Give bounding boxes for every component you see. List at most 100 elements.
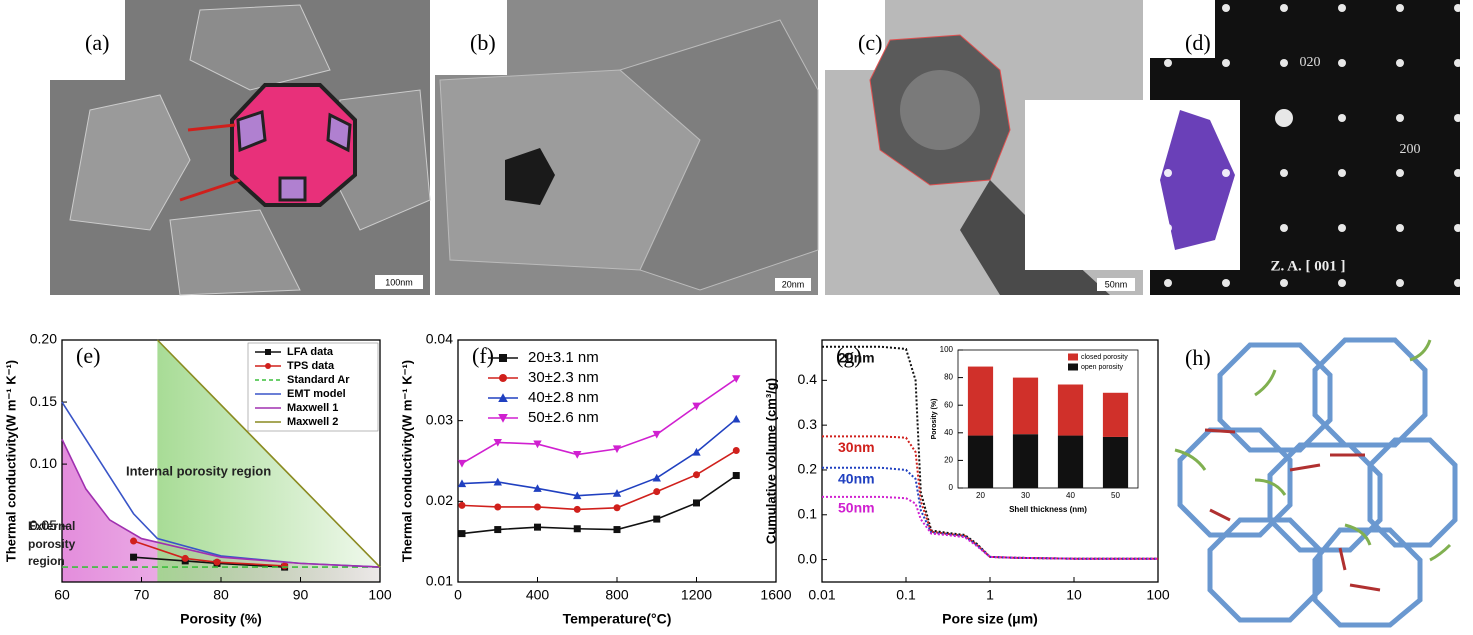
marker — [613, 504, 621, 512]
zone-axis: Z. A. [ 001 ] — [1271, 258, 1346, 274]
spot — [1222, 114, 1230, 122]
x-axis-title: Porosity (%) — [180, 611, 262, 627]
marker — [732, 414, 741, 423]
y-tick-label: 0.20 — [30, 331, 57, 347]
y-axis-title: Thermal conductivity(W m⁻¹ K⁻¹) — [3, 360, 18, 562]
bar-segment — [967, 366, 994, 436]
spot — [1164, 224, 1172, 232]
bar-segment — [1057, 435, 1084, 488]
flow-arrows — [1174, 339, 1452, 562]
series-label: 50nm — [838, 500, 875, 516]
series-label: 20nm — [838, 349, 875, 365]
spot — [1164, 279, 1172, 287]
legend-label: closed porosity — [1081, 354, 1128, 361]
x-tick-label: 50 — [1111, 491, 1120, 500]
marker — [693, 471, 700, 479]
legend-label: 20±3.1 nm — [528, 349, 599, 366]
y-tick-label: 0.15 — [30, 393, 57, 409]
bar-segment — [1012, 434, 1039, 488]
legend-label: 30±2.3 nm — [528, 369, 599, 386]
arrow — [187, 123, 236, 132]
x-tick-label: 1 — [986, 587, 994, 603]
panel-label: (c) — [858, 30, 882, 55]
bar-segment — [1012, 377, 1039, 435]
spot-label: 020 — [1300, 55, 1321, 70]
legend-frame — [247, 342, 379, 432]
marker — [458, 501, 466, 509]
legend-marker — [265, 363, 271, 369]
marker — [494, 526, 502, 534]
y-axis-title: Porosity (%) — [931, 399, 938, 440]
x-tick-label: 70 — [134, 587, 150, 603]
x-axis-title: Pore size (μm) — [942, 611, 1038, 627]
panel-a: (a) 100nm — [50, 0, 431, 296]
marker — [652, 473, 661, 482]
scale-box — [775, 278, 811, 291]
marker — [732, 375, 741, 383]
spot — [1275, 109, 1293, 127]
spot — [1222, 279, 1230, 287]
x-tick-label: 0.01 — [808, 587, 835, 603]
x-tick-label: 40 — [1066, 491, 1075, 500]
scale-bar: 100nm — [385, 277, 413, 287]
legend-label: TPS data — [287, 360, 335, 372]
scale-bar: 20nm — [782, 279, 805, 289]
shell — [1207, 517, 1323, 623]
marker — [573, 525, 581, 533]
chart: 0.05 0.10 0.15 0.20 60 70 80 90 100 Porosity (%) T… — [3, 331, 391, 627]
spot — [1454, 224, 1462, 232]
grain — [69, 94, 191, 231]
y-axis-title: Cumulative volume (cm³/g) — [763, 378, 778, 544]
marker — [652, 430, 661, 439]
series-line — [461, 378, 737, 465]
marker — [692, 402, 701, 411]
legend-label: EMT model — [287, 388, 346, 400]
annotation: region — [28, 554, 65, 568]
marker — [493, 477, 502, 486]
marker — [181, 554, 189, 562]
chart: 0 20 40 60 80 100 Shell thickness (nm) Porosity… — [931, 345, 1139, 514]
spot — [1280, 4, 1288, 12]
y-axis-title: Thermal conductivity(W m⁻¹ K⁻¹) — [399, 360, 414, 562]
x-tick-label: 10 — [1066, 587, 1082, 603]
x-tick-label: 100 — [1146, 587, 1170, 603]
panel-b: (b) 20nm — [435, 0, 819, 295]
y-tick-label: 0.10 — [30, 455, 57, 471]
legend-marker — [498, 414, 508, 423]
panel-label: (g) — [836, 343, 862, 368]
shell — [1177, 427, 1293, 538]
bar-segment — [1102, 436, 1129, 488]
marker — [130, 553, 138, 561]
spots — [1164, 4, 1462, 287]
spot — [1396, 224, 1404, 232]
marker — [213, 558, 221, 566]
legend-label: Maxwell 1 — [287, 402, 338, 414]
notch — [50, 0, 125, 80]
y-tick-label: 0 — [949, 483, 954, 492]
x-tick-label: 0 — [454, 587, 462, 603]
legend-swatch — [1068, 363, 1078, 371]
area — [62, 439, 380, 582]
x-tick-label: 80 — [213, 587, 229, 603]
spot — [1164, 169, 1172, 177]
y-tick-label: 0.03 — [426, 411, 453, 427]
panel-h: (h) — [1174, 337, 1458, 628]
marker — [534, 523, 541, 531]
marker — [534, 503, 541, 511]
x-tick-label: 800 — [605, 587, 629, 603]
y-tick-label: 0.02 — [426, 492, 453, 508]
spot — [1338, 114, 1346, 122]
shell — [1217, 342, 1333, 453]
spot — [1396, 169, 1404, 177]
grain — [618, 19, 819, 291]
spot — [1454, 114, 1462, 122]
panel-label: (a) — [85, 30, 109, 55]
spot — [1338, 59, 1346, 67]
panel-label: (h) — [1185, 345, 1211, 370]
panel-d: (d) 020 200 Z. A. [ 001 ] — [1025, 0, 1462, 295]
arrow — [179, 178, 241, 202]
polyhedron-side — [1160, 110, 1235, 250]
y-tick-label: 20 — [944, 456, 953, 465]
